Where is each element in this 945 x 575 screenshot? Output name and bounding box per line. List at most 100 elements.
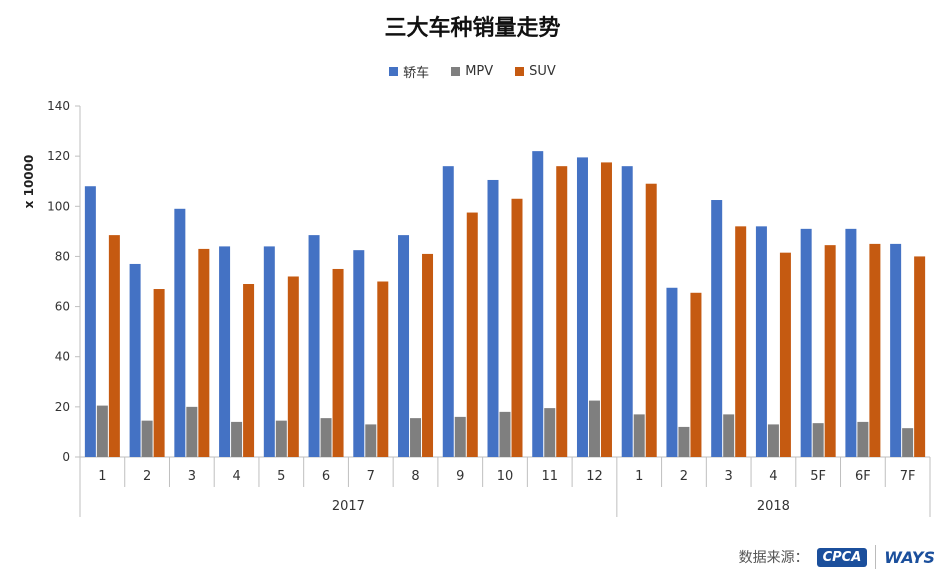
bar-mpv [588,400,600,457]
legend: 轿车 MPV SUV [0,62,945,81]
bar-mpv [275,420,287,457]
x-tick-label: 3 [725,469,733,484]
y-tick-label: 80 [55,249,70,263]
bar-suv [466,212,478,457]
x-tick-label: 9 [456,469,464,484]
x-tick-label: 6 [322,469,330,484]
y-tick-label: 0 [62,450,70,464]
bar-sedan [666,287,678,457]
bar-suv [153,289,165,457]
x-tick-label: 1 [98,469,106,484]
bar-sedan [487,179,499,458]
source-label: 数据来源： [738,550,809,566]
bar-suv [556,166,568,457]
cpca-logo: CPCA [816,547,868,567]
bar-suv [869,243,881,457]
bar-suv [377,281,389,457]
x-tick-label: 5 [277,469,285,484]
bar-suv [600,162,612,458]
bar-sedan [576,157,588,457]
bar-sedan [711,200,723,457]
x-tick-label: 3 [188,469,196,484]
logo-divider [875,545,877,569]
bar-suv [243,284,255,457]
x-tick-label: 4 [232,469,240,484]
bar-mpv [410,418,422,457]
bar-mpv [365,424,377,457]
bar-suv [645,183,657,457]
bar-mpv [454,416,466,457]
bar-sedan [845,228,857,457]
bar-sedan [532,151,544,457]
x-tick-label: 7 [367,469,375,484]
bar-sedan [263,246,275,457]
bar-sedan [174,208,186,457]
footer: 数据来源： CPCA WAYS [739,545,935,569]
bar-sedan [890,243,902,457]
legend-item-mpv: MPV [451,62,493,81]
legend-swatch-suv [515,67,525,76]
bar-suv [690,292,702,457]
x-tick-label: 2 [680,469,688,484]
bar-mpv [767,424,779,457]
legend-item-suv: SUV [515,62,556,81]
bar-mpv [186,406,198,457]
bar-suv [198,248,210,457]
bar-mpv [141,420,153,457]
bar-mpv [723,414,735,457]
bar-suv [332,268,344,457]
bar-sedan [219,246,231,457]
bar-suv [287,276,299,457]
y-tick-label: 60 [55,300,70,314]
y-tick-label: 120 [47,149,70,163]
legend-swatch-mpv [451,67,461,76]
y-tick-label: 40 [55,350,70,364]
x-tick-label: 10 [497,469,514,484]
x-tick-label: 7F [900,469,916,484]
bar-mpv [231,421,243,457]
bar-sedan [84,186,96,457]
bar-suv [779,252,791,457]
y-tick-label: 20 [55,400,70,414]
bar-mpv [320,418,332,457]
ways-logo: WAYS [884,547,935,567]
x-tick-label: 11 [541,469,558,484]
x-tick-label: 5F [810,469,826,484]
bar-mpv [678,426,690,457]
bar-sedan [129,263,141,457]
x-tick-label: 1 [635,469,643,484]
y-axis-title: x 10000 [22,155,36,209]
bar-mpv [633,414,645,457]
legend-label-sedan: 轿车 [403,66,430,81]
x-tick-label: 6F [855,469,871,484]
x-tick-label: 12 [586,469,603,484]
x-tick-label: 8 [411,469,419,484]
bar-sedan [621,166,633,457]
bar-suv [735,226,747,457]
bar-suv [108,235,120,457]
bar-suv [914,256,926,457]
bar-mpv [902,428,914,457]
bar-sedan [308,235,320,457]
bar-sedan [755,226,767,457]
legend-swatch-sedan [389,67,399,76]
x-group-label: 2017 [332,499,365,514]
x-group-label: 2018 [757,499,790,514]
chart-title: 三大车种销量走势 [384,16,561,41]
bar-suv [511,198,523,457]
legend-label-mpv: MPV [465,64,494,79]
x-tick-label: 4 [769,469,777,484]
bar-suv [824,245,836,457]
bar-mpv [96,405,108,457]
bar-sedan [353,250,365,457]
bar-mpv [812,423,824,457]
y-tick-label: 140 [47,99,70,113]
bar-sedan [800,228,812,457]
legend-item-sedan: 轿车 [389,62,429,81]
y-tick-label: 100 [47,199,70,213]
bar-mpv [499,411,511,457]
x-tick-label: 2 [143,469,151,484]
bar-suv [422,253,434,457]
bar-mpv [857,421,869,457]
